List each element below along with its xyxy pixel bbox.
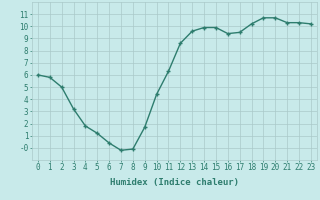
X-axis label: Humidex (Indice chaleur): Humidex (Indice chaleur): [110, 178, 239, 187]
